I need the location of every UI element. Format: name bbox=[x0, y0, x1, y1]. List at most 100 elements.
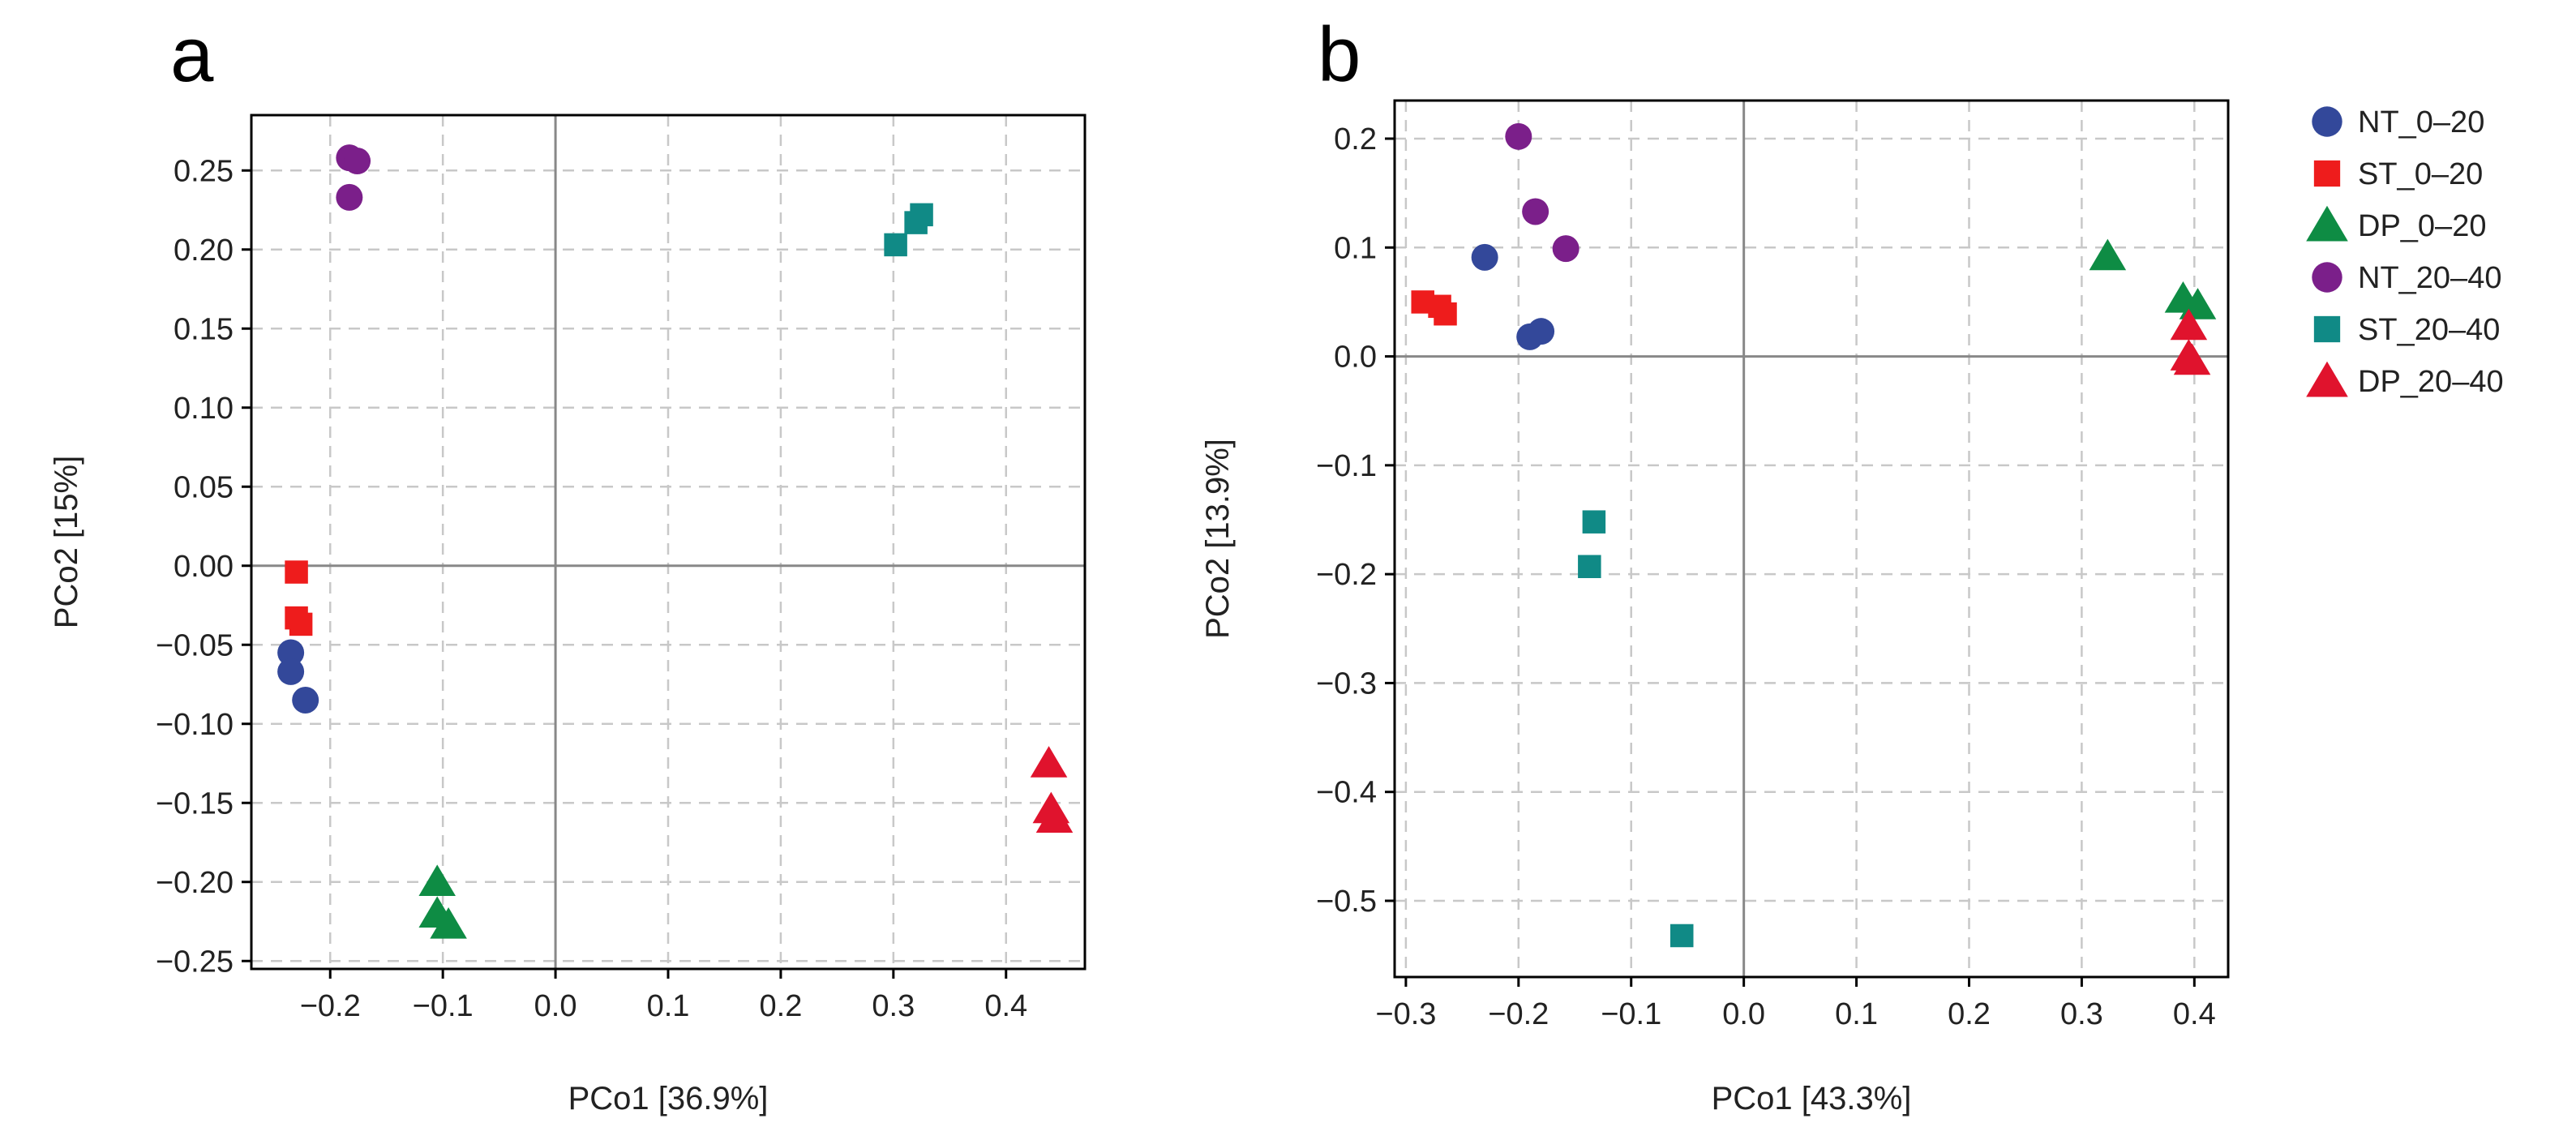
data-point bbox=[344, 148, 371, 175]
y-axis-label: PCo2 [13.9%] bbox=[1200, 439, 1236, 639]
x-tick-label: 0.3 bbox=[2060, 997, 2103, 1031]
series-DP_20–40 bbox=[1030, 746, 1074, 833]
legend-label: DP_20–40 bbox=[2358, 365, 2504, 399]
data-point bbox=[1505, 122, 1532, 150]
y-tick-label: 0.1 bbox=[1334, 231, 1377, 265]
plot-frame bbox=[1393, 99, 2230, 979]
legend-marker bbox=[2313, 315, 2341, 343]
y-tick-label: −0.10 bbox=[156, 708, 234, 742]
legend-marker bbox=[2312, 262, 2342, 293]
x-axis-label: PCo1 [36.9%] bbox=[568, 1081, 769, 1116]
data-point bbox=[277, 639, 305, 666]
y-tick-label: −0.1 bbox=[1316, 449, 1377, 483]
series-ST_0–20 bbox=[285, 560, 313, 636]
data-point bbox=[418, 864, 456, 896]
y-tick-label: 0.20 bbox=[174, 234, 234, 268]
y-tick-label: −0.2 bbox=[1316, 558, 1377, 592]
x-tick-label: 0.4 bbox=[2173, 997, 2216, 1031]
data-point bbox=[1522, 198, 1549, 225]
data-point bbox=[1030, 746, 1068, 778]
x-tick-label: 0.0 bbox=[534, 989, 577, 1023]
y-tick-label: 0.00 bbox=[174, 550, 234, 584]
data-point bbox=[1582, 510, 1606, 534]
y-tick-label: 0.2 bbox=[1334, 122, 1377, 156]
legend-item: DP_0–20 bbox=[2306, 205, 2486, 243]
x-tick-label: −0.3 bbox=[1375, 997, 1436, 1031]
legend-item: ST_0–20 bbox=[2313, 157, 2483, 191]
series-NT_20–40 bbox=[336, 144, 371, 211]
legend-marker bbox=[2312, 106, 2342, 137]
data-point bbox=[2170, 308, 2208, 341]
data-point bbox=[1552, 235, 1579, 263]
legend: NT_0–20 ST_0–20 DP_0–20 NT_20–40 ST_20–40 DP_… bbox=[2306, 105, 2504, 399]
y-tick-label: −0.4 bbox=[1316, 776, 1377, 810]
series-NT_0–20 bbox=[277, 639, 319, 714]
x-tick-label: 0.4 bbox=[984, 989, 1027, 1023]
x-tick-label: −0.1 bbox=[413, 989, 474, 1023]
x-axis-label: PCo1 [43.3%] bbox=[1712, 1081, 1912, 1116]
series-ST_20–40 bbox=[884, 203, 933, 257]
x-tick-label: 0.2 bbox=[760, 989, 803, 1023]
y-tick-label: 0.10 bbox=[174, 392, 234, 426]
legend-label: NT_0–20 bbox=[2358, 105, 2484, 139]
y-tick-label: 0.15 bbox=[174, 312, 234, 346]
y-tick-label: −0.3 bbox=[1316, 666, 1377, 701]
y-tick-label: −0.5 bbox=[1316, 885, 1377, 919]
series-NT_20–40 bbox=[1505, 122, 1579, 263]
panel-label: b bbox=[1318, 11, 1361, 98]
legend-item: NT_20–40 bbox=[2312, 261, 2501, 295]
legend-item: NT_0–20 bbox=[2312, 105, 2484, 139]
y-axis-label: PCo2 [15%] bbox=[49, 456, 84, 628]
legend-marker bbox=[2313, 160, 2341, 187]
x-tick-label: 0.0 bbox=[1722, 997, 1765, 1031]
series-ST_0–20 bbox=[1411, 290, 1457, 326]
series-DP_0–20 bbox=[2089, 238, 2217, 319]
data-point bbox=[884, 233, 907, 257]
y-tick-label: −0.05 bbox=[156, 628, 234, 662]
data-point bbox=[289, 612, 313, 636]
series-DP_20–40 bbox=[2170, 308, 2211, 375]
data-point bbox=[430, 907, 467, 939]
data-point bbox=[336, 183, 363, 211]
data-point bbox=[285, 560, 308, 584]
y-tick-label: −0.20 bbox=[156, 866, 234, 900]
legend-item: ST_20–40 bbox=[2313, 313, 2500, 347]
legend-marker bbox=[2306, 361, 2348, 397]
y-tick-label: 0.0 bbox=[1334, 341, 1377, 375]
legend-marker bbox=[2306, 205, 2348, 242]
legend-label: ST_0–20 bbox=[2358, 157, 2483, 191]
x-tick-label: 0.2 bbox=[1948, 997, 1991, 1031]
data-point bbox=[1471, 243, 1498, 271]
y-tick-label: 0.25 bbox=[174, 154, 234, 188]
y-tick-label: −0.25 bbox=[156, 945, 234, 979]
panel-label: a bbox=[170, 11, 214, 98]
x-tick-label: −0.2 bbox=[300, 989, 361, 1023]
data-point bbox=[1035, 801, 1074, 833]
series-NT_0–20 bbox=[1471, 243, 1555, 350]
data-point bbox=[277, 658, 305, 685]
x-tick-label: −0.2 bbox=[1488, 997, 1549, 1031]
x-tick-label: 0.1 bbox=[1835, 997, 1878, 1031]
x-tick-label: −0.1 bbox=[1601, 997, 1661, 1031]
chart-panel-b: b −0.3 −0.2 −0.1 0.0 0.1 0.2 0.3 0.4 −0.5 −0.4 −0.3… bbox=[1200, 11, 2230, 1116]
series-DP_0–20 bbox=[418, 864, 467, 939]
series-ST_20–40 bbox=[1578, 510, 1694, 948]
data-point bbox=[1434, 302, 1457, 326]
y-tick-label: −0.15 bbox=[156, 786, 234, 821]
legend-item: DP_20–40 bbox=[2306, 361, 2504, 399]
data-point bbox=[1669, 924, 1694, 948]
x-tick-label: 0.3 bbox=[872, 989, 915, 1023]
legend-label: NT_20–40 bbox=[2358, 261, 2501, 295]
data-point bbox=[1528, 318, 1555, 345]
legend-label: ST_20–40 bbox=[2358, 313, 2500, 347]
data-point bbox=[292, 687, 319, 714]
data-point bbox=[1578, 555, 1601, 578]
chart-panel-a: a −0.2 −0.1 0.0 0.1 0.2 0.3 0.4 −0.25 −0.20 −0.15 −… bbox=[49, 11, 1087, 1116]
x-tick-label: 0.1 bbox=[647, 989, 690, 1023]
y-tick-label: 0.05 bbox=[174, 470, 234, 504]
legend-label: DP_0–20 bbox=[2358, 209, 2486, 243]
data-point bbox=[910, 203, 933, 227]
data-point bbox=[2173, 343, 2211, 375]
data-point bbox=[2089, 238, 2127, 271]
